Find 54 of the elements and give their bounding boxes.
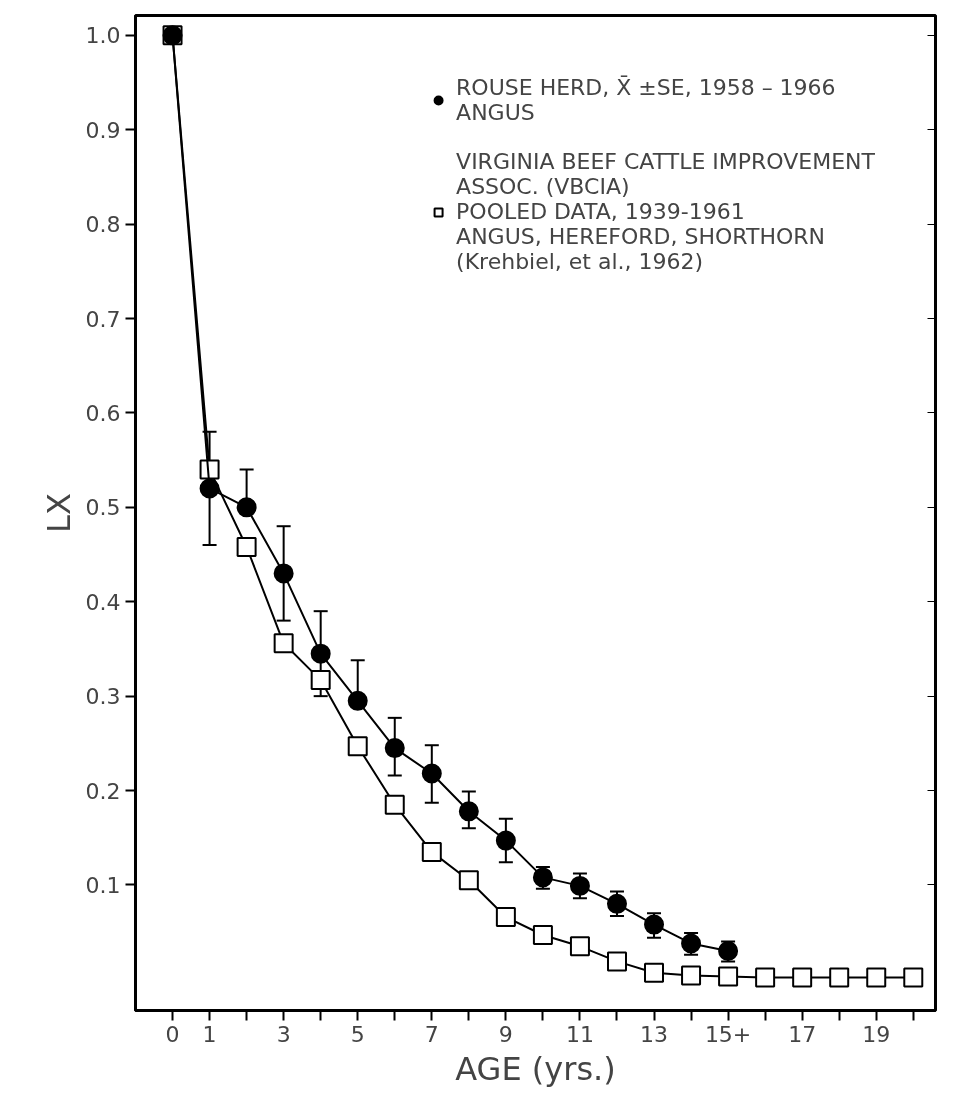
legend-label: ROUSE HERD, X̄ ±SE, 1958 – 1966 ANGUS <box>456 75 836 125</box>
point <box>347 736 368 757</box>
x-tick-label: 3 <box>276 1021 291 1047</box>
x-tick-label: 19 <box>862 1021 891 1047</box>
point <box>718 966 739 987</box>
point <box>644 962 665 983</box>
point <box>681 965 702 986</box>
point <box>310 643 331 664</box>
y-tick-label: 0.4 <box>85 589 121 615</box>
point <box>199 478 220 499</box>
point <box>829 967 850 988</box>
point <box>421 763 442 784</box>
point <box>273 633 294 654</box>
point <box>866 967 887 988</box>
x-tick-label: 17 <box>788 1021 817 1047</box>
x-tick-label: 1 <box>202 1021 217 1047</box>
x-tick-label: 11 <box>565 1021 594 1047</box>
point <box>347 690 368 711</box>
point <box>495 830 516 851</box>
y-tick-label: 1.0 <box>85 23 121 49</box>
y-axis-title: LX <box>39 493 78 533</box>
y-tick-label: 0.7 <box>85 306 121 332</box>
point <box>532 924 553 945</box>
point <box>458 870 479 891</box>
x-tick-label: 15+ <box>704 1021 752 1047</box>
point <box>755 967 776 988</box>
x-axis-title: AGE (yrs.) <box>455 1049 616 1088</box>
point <box>458 801 479 822</box>
point <box>384 738 405 759</box>
x-tick-label: 0 <box>165 1021 180 1047</box>
point <box>606 951 627 972</box>
x-tick-label: 5 <box>350 1021 365 1047</box>
x-tick-label: 7 <box>424 1021 439 1047</box>
y-tick-label: 0.1 <box>85 872 121 898</box>
legend-label: VIRGINIA BEEF CATTLE IMPROVEMENT ASSOC. (VBCIA) POOLED DATA, 1939-1961 ANGUS, HEREFORD, SHORTHORN (Krehbiel, et al., 1962) <box>456 149 875 274</box>
point <box>606 893 627 914</box>
point <box>792 967 813 988</box>
point <box>421 841 442 862</box>
y-tick-label: 0.6 <box>85 400 121 426</box>
point <box>495 907 516 928</box>
point <box>569 936 590 957</box>
point <box>903 967 924 988</box>
y-tick-label: 0.3 <box>85 684 121 710</box>
y-tick-label: 0.5 <box>85 495 121 521</box>
point <box>236 497 257 518</box>
point <box>236 536 257 557</box>
y-tick-label: 0.9 <box>85 117 121 143</box>
y-tick-label: 0.2 <box>85 778 121 804</box>
x-tick-label: 13 <box>640 1021 669 1047</box>
point <box>384 794 405 815</box>
y-tick-label: 0.8 <box>85 212 121 238</box>
point <box>310 670 331 691</box>
x-tick-label: 9 <box>498 1021 513 1047</box>
point <box>273 563 294 584</box>
